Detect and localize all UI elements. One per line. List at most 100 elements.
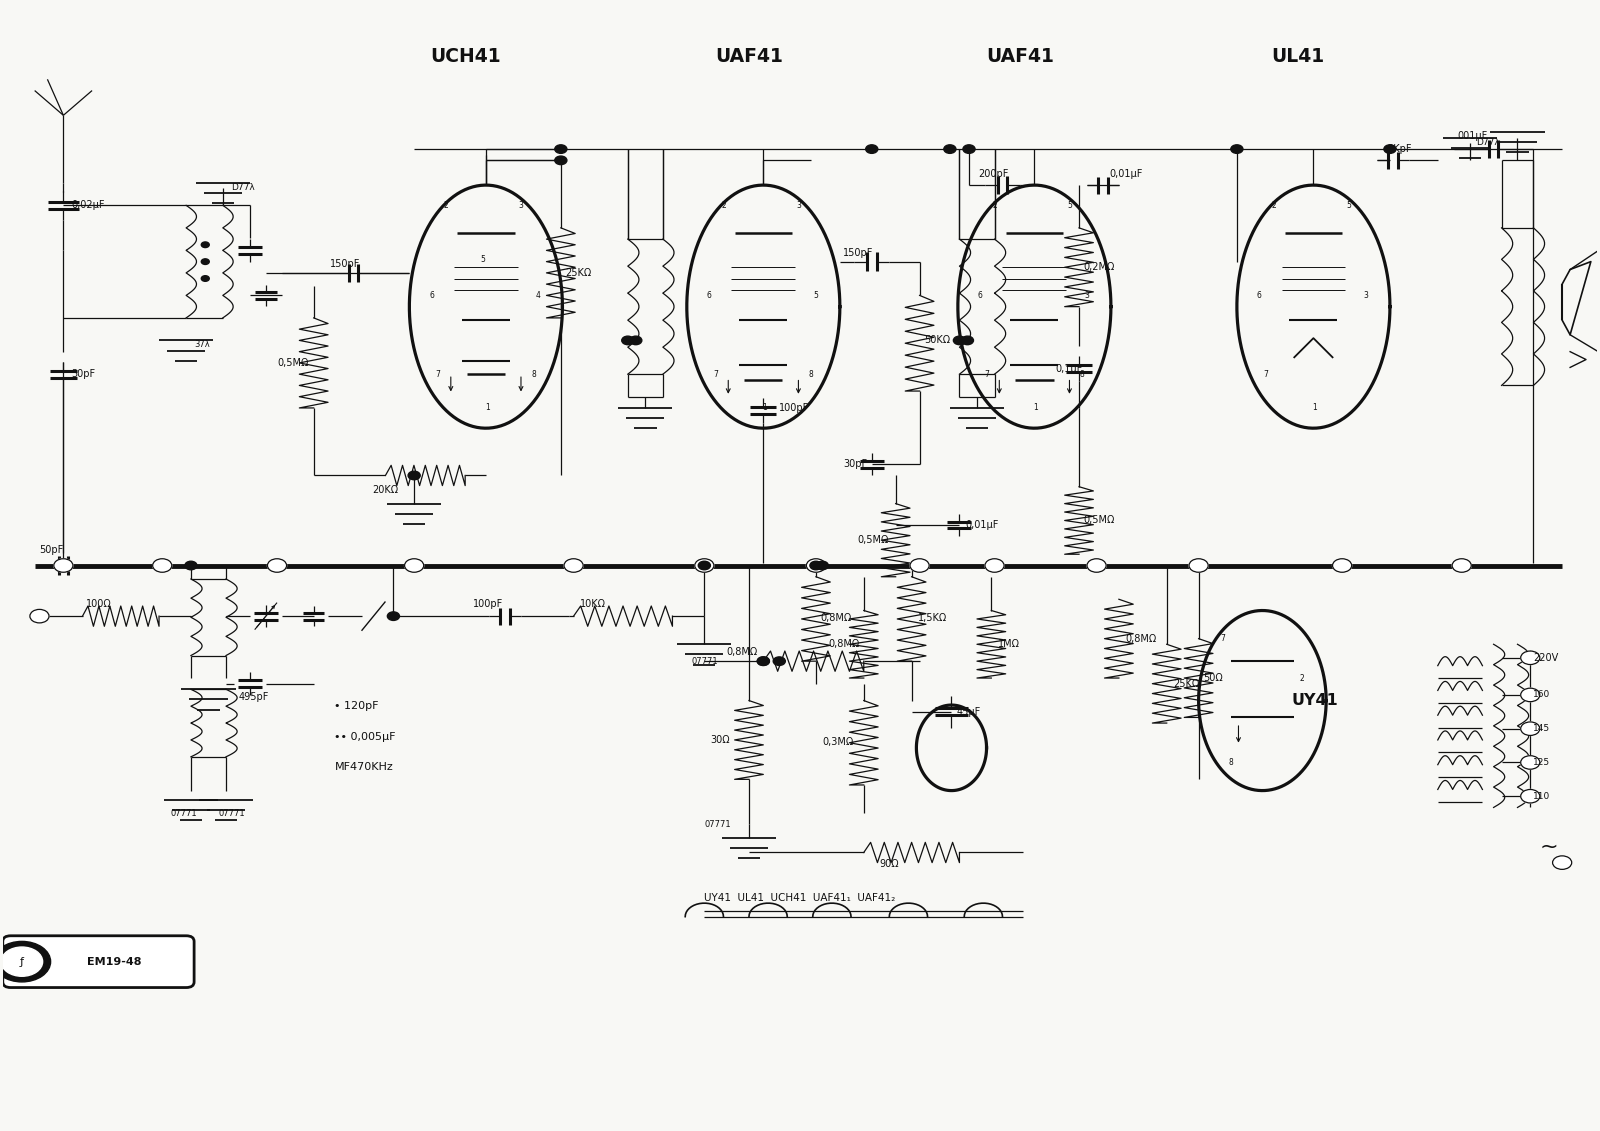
- Text: UY41  UL41  UCH41  UAF41₁  UAF41₂: UY41 UL41 UCH41 UAF41₁ UAF41₂: [704, 892, 896, 903]
- Circle shape: [757, 657, 770, 665]
- Circle shape: [408, 472, 421, 480]
- Text: 6: 6: [429, 291, 434, 300]
- Text: 10KΩ: 10KΩ: [579, 598, 606, 608]
- Text: EM19-48: EM19-48: [86, 957, 142, 967]
- Circle shape: [810, 561, 822, 570]
- Text: 25KΩ: 25KΩ: [1173, 679, 1200, 689]
- Text: D77λ: D77λ: [1477, 138, 1499, 147]
- Text: 0,2MΩ: 0,2MΩ: [1083, 262, 1115, 273]
- Text: 7: 7: [1262, 370, 1269, 379]
- Circle shape: [866, 145, 878, 154]
- Text: 8: 8: [531, 370, 536, 379]
- Text: UCH41: UCH41: [430, 48, 501, 67]
- Circle shape: [202, 276, 210, 282]
- Text: 3: 3: [1085, 291, 1090, 300]
- Text: 6: 6: [978, 291, 982, 300]
- Circle shape: [630, 336, 642, 345]
- Text: 0,01μF: 0,01μF: [966, 520, 998, 530]
- Text: 8: 8: [1080, 370, 1085, 379]
- Text: 495pF: 495pF: [238, 692, 269, 702]
- Text: 7: 7: [435, 370, 440, 379]
- Circle shape: [186, 561, 197, 570]
- Circle shape: [202, 259, 210, 265]
- Text: 07771: 07771: [704, 820, 731, 829]
- Text: MF470KHz: MF470KHz: [334, 762, 394, 772]
- Text: 45μF: 45μF: [957, 707, 981, 717]
- Text: UAF41: UAF41: [715, 48, 782, 67]
- Text: 50pF: 50pF: [40, 545, 64, 554]
- Text: 150pF: 150pF: [330, 259, 360, 269]
- Text: 150pF: 150pF: [843, 248, 874, 258]
- Text: 0,8MΩ: 0,8MΩ: [726, 647, 758, 657]
- Text: 8: 8: [808, 370, 813, 379]
- Circle shape: [816, 561, 829, 570]
- Text: 07771: 07771: [218, 809, 245, 818]
- Text: 37λ: 37λ: [194, 340, 210, 349]
- Circle shape: [1520, 651, 1539, 665]
- Text: 5: 5: [813, 291, 818, 300]
- Circle shape: [152, 559, 171, 572]
- Text: 0,02μF: 0,02μF: [72, 200, 106, 210]
- Text: 160: 160: [1533, 690, 1550, 699]
- Text: 1: 1: [1034, 404, 1038, 413]
- Text: 25KΩ: 25KΩ: [566, 268, 592, 278]
- Text: 1: 1: [763, 404, 768, 413]
- Text: 07771: 07771: [170, 809, 197, 818]
- Circle shape: [0, 941, 51, 982]
- Circle shape: [387, 612, 400, 621]
- Text: 3: 3: [1363, 291, 1368, 300]
- Text: 2: 2: [992, 201, 997, 210]
- Circle shape: [1520, 789, 1539, 803]
- Text: • 120pF: • 120pF: [334, 701, 379, 711]
- Text: UL41: UL41: [1270, 48, 1325, 67]
- Text: ~: ~: [1541, 837, 1558, 857]
- Text: 100pF: 100pF: [779, 403, 810, 413]
- Circle shape: [954, 336, 965, 345]
- Text: 30pF: 30pF: [72, 369, 96, 379]
- Circle shape: [910, 559, 930, 572]
- Text: 6: 6: [1256, 291, 1262, 300]
- Text: 125: 125: [1533, 758, 1550, 767]
- Circle shape: [565, 559, 582, 572]
- Circle shape: [694, 559, 714, 572]
- Circle shape: [1189, 559, 1208, 572]
- Text: 0,5MΩ: 0,5MΩ: [1083, 516, 1115, 526]
- Text: 1: 1: [485, 404, 490, 413]
- Circle shape: [30, 610, 50, 623]
- Circle shape: [773, 657, 786, 665]
- Text: 5: 5: [480, 254, 485, 264]
- Circle shape: [405, 559, 424, 572]
- Circle shape: [555, 145, 566, 154]
- Text: 7: 7: [714, 370, 718, 379]
- Text: 0,5MΩ: 0,5MΩ: [858, 535, 888, 545]
- Text: 200pF: 200pF: [979, 169, 1010, 179]
- Text: 001μF: 001μF: [1458, 130, 1486, 140]
- Text: 50KΩ: 50KΩ: [925, 336, 950, 345]
- FancyBboxPatch shape: [3, 935, 194, 987]
- Text: 0,8MΩ: 0,8MΩ: [821, 613, 851, 623]
- Text: UY41: UY41: [1291, 693, 1338, 708]
- Text: 220V: 220V: [1533, 653, 1558, 663]
- Text: 0,5MΩ: 0,5MΩ: [277, 357, 309, 368]
- Text: 4: 4: [536, 291, 541, 300]
- Circle shape: [555, 156, 566, 165]
- Circle shape: [1453, 559, 1472, 572]
- Circle shape: [986, 559, 1005, 572]
- Text: 110: 110: [1533, 792, 1550, 801]
- Circle shape: [1086, 559, 1106, 572]
- Text: 100Ω: 100Ω: [86, 598, 112, 608]
- Text: ƒ: ƒ: [19, 957, 24, 967]
- Text: 0,8MΩ: 0,8MΩ: [829, 639, 859, 649]
- Circle shape: [944, 145, 955, 154]
- Circle shape: [698, 561, 710, 570]
- Circle shape: [622, 336, 634, 345]
- Text: 7: 7: [1221, 634, 1226, 644]
- Text: 6: 6: [707, 291, 712, 300]
- Text: 2: 2: [1270, 201, 1275, 210]
- Circle shape: [1230, 145, 1243, 154]
- Text: 2: 2: [443, 201, 448, 210]
- Circle shape: [202, 242, 210, 248]
- Circle shape: [757, 657, 770, 665]
- Text: 5: 5: [1346, 201, 1350, 210]
- Circle shape: [1552, 856, 1571, 870]
